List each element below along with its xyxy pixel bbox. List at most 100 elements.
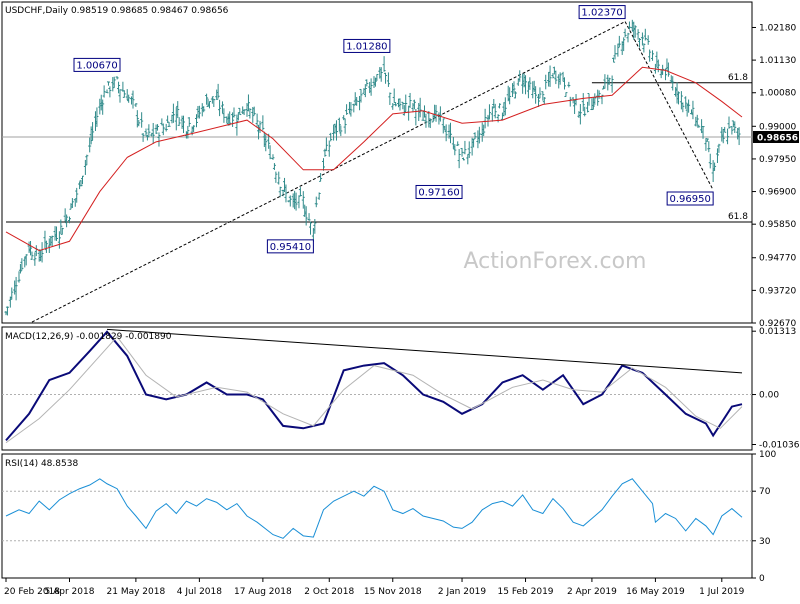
annotation-box — [343, 38, 391, 53]
ohlc-bar — [50, 235, 54, 247]
ohlc-bar — [513, 91, 517, 99]
ohlc-bar — [202, 106, 206, 113]
ohlc-bar — [131, 90, 135, 109]
ohlc-bar — [386, 72, 390, 87]
ohlc-bar — [319, 173, 323, 182]
ohlc-bar — [384, 72, 388, 84]
ohlc-bar — [541, 91, 545, 101]
ohlc-bar — [723, 126, 727, 133]
rsi-panel: RSI(14) 48.8538 100 70 30 0 — [2, 450, 776, 584]
x-tick-label: 2 Jan 2019 — [438, 587, 486, 597]
ohlc-bar — [60, 227, 64, 235]
annotation-box — [266, 239, 314, 254]
ohlc-bar — [255, 113, 259, 127]
ohlc-bar — [192, 125, 196, 133]
ohlc-bar — [457, 149, 461, 169]
ohlc-bar — [242, 109, 246, 116]
ohlc-bar — [708, 153, 712, 169]
ohlc-bar — [627, 21, 631, 30]
ohlc-bar — [147, 124, 151, 138]
macd-signal-line — [5, 335, 743, 444]
ohlc-bar — [596, 89, 600, 106]
ohlc-bar — [337, 117, 341, 132]
ohlc-bar — [375, 73, 379, 81]
ohlc-bar — [80, 175, 84, 185]
ohlc-bar — [59, 219, 63, 234]
ohlc-bar — [487, 104, 491, 120]
ohlc-bar — [382, 56, 386, 72]
ohlc-bar — [304, 206, 308, 226]
ohlc-bar — [482, 124, 486, 137]
rsi-panel-frame — [1, 453, 753, 579]
ohlc-bar — [558, 72, 562, 85]
ohlc-bar — [583, 106, 587, 117]
ohlc-bar — [498, 103, 502, 109]
ohlc-bar — [57, 231, 61, 249]
ohlc-bar — [441, 118, 445, 134]
ohlc-bar — [640, 32, 644, 46]
ohlc-bar — [144, 128, 148, 137]
ohlc-bar — [707, 141, 711, 153]
ohlc-bar — [324, 137, 328, 152]
ohlc-bar — [401, 101, 405, 110]
ohlc-bar — [612, 57, 616, 63]
last-price-tag — [753, 130, 799, 143]
price-annotation: 0.95410 — [266, 239, 314, 254]
ohlc-bar — [671, 76, 675, 91]
ohlc-bar — [534, 86, 538, 104]
ohlc-bar — [733, 121, 737, 133]
ohlc-bar — [91, 122, 95, 141]
ohlc-bar — [313, 218, 317, 234]
ohlc-bar — [343, 118, 347, 134]
ohlc-bar — [70, 198, 74, 208]
ohlc-bar — [216, 83, 220, 99]
ohlc-bar — [210, 96, 214, 104]
price-y-tick-label: 0.94770 — [759, 254, 796, 264]
annotation-box — [415, 184, 463, 199]
ohlc-bar — [408, 92, 412, 108]
ohlc-bar — [177, 117, 181, 126]
ohlc-bar — [564, 92, 568, 97]
ohlc-bar — [235, 114, 239, 136]
ohlc-bar — [508, 87, 512, 105]
price-trendline — [624, 21, 714, 191]
ohlc-bar — [369, 78, 373, 96]
ohlc-bar — [85, 154, 89, 166]
ohlc-bar — [33, 252, 37, 266]
ohlc-bar — [538, 87, 542, 99]
ohlc-bar — [197, 105, 201, 119]
ohlc-bar — [473, 132, 477, 140]
price-header: USDCHF,Daily 0.98519 0.98685 0.98467 0.9… — [5, 6, 229, 16]
ohlc-bar — [67, 216, 71, 224]
ohlc-bar — [721, 129, 725, 144]
price-panel: ActionForex.com 61.8 61.8 1.00670 1.01280 1.0… — [2, 5, 799, 329]
ohlc-bar — [591, 97, 595, 110]
ohlc-bar — [705, 138, 709, 142]
ohlc-bar — [715, 148, 719, 164]
ohlc-bar — [75, 187, 79, 203]
rsi-y-tick-label: 70 — [759, 487, 771, 497]
ohlc-bar — [730, 126, 734, 135]
ohlc-bar — [421, 110, 425, 121]
ohlc-bar — [626, 32, 630, 43]
ohlc-bar — [518, 70, 522, 82]
ohlc-bar — [218, 99, 222, 117]
ohlc-bar — [65, 214, 69, 228]
ohlc-bar — [220, 101, 224, 114]
ohlc-bar — [127, 94, 131, 103]
ohlc-bar — [524, 75, 528, 95]
annotation-box — [73, 57, 121, 72]
ohlc-bar — [512, 81, 516, 94]
ohlc-bar — [528, 77, 532, 90]
ohlc-bar — [329, 132, 333, 142]
ohlc-bar — [643, 28, 647, 41]
ohlc-bar — [277, 171, 281, 185]
ohlc-bar — [134, 103, 138, 107]
moving-average-line — [5, 66, 743, 252]
ohlc-bar — [251, 107, 255, 123]
ohlc-bar — [394, 102, 398, 107]
ohlc-bar — [307, 213, 311, 221]
ohlc-bar — [231, 112, 235, 127]
ohlc-bar — [205, 93, 209, 105]
